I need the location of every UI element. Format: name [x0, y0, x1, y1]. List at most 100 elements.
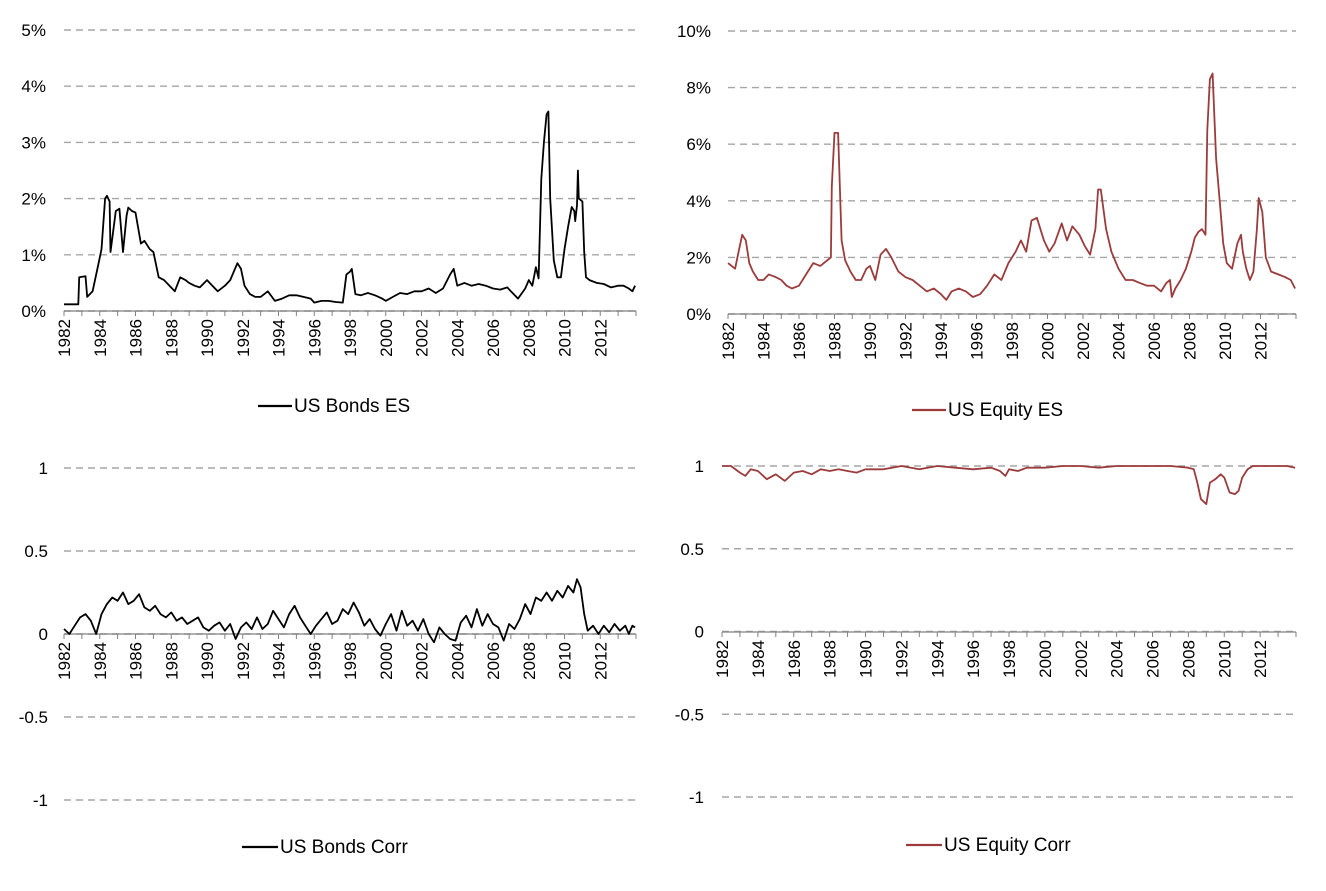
x-tick-label: 1988	[826, 322, 845, 360]
y-tick-label: 2%	[686, 248, 711, 267]
y-tick-label: 5%	[21, 21, 46, 40]
x-tick-label: 2010	[1215, 640, 1234, 678]
x-tick-label: 2002	[413, 642, 432, 680]
x-tick-label: 1998	[341, 319, 360, 357]
x-tick-label: 1998	[1003, 322, 1022, 360]
y-tick-label: 0	[39, 625, 48, 644]
x-tick-label: 2002	[413, 319, 432, 357]
x-tick-label: 1992	[234, 319, 253, 357]
x-tick-label: 1984	[749, 640, 768, 678]
x-tick-label: 2008	[520, 319, 539, 357]
x-tick-label: 2008	[1179, 640, 1198, 678]
y-tick-label: 6%	[686, 135, 711, 154]
bonds-corr-chart: -1 -0.5 0 0.5 1 1982 1984 1986 1988 1990 1992 1994 1…	[19, 459, 637, 858]
equity-corr-series-line	[722, 465, 1296, 505]
x-tick-label: 2012	[591, 642, 610, 680]
x-tick-label: 1994	[932, 322, 951, 360]
x-tick-label: 2004	[1108, 640, 1127, 678]
legend-label: US Bonds ES	[294, 396, 410, 417]
x-tick-label: 1984	[755, 322, 774, 360]
x-tick-label: 2006	[484, 642, 503, 680]
x-tick-label: 1986	[785, 640, 804, 678]
x-tick-label: 2010	[1216, 322, 1235, 360]
x-tick-label: 2002	[1074, 322, 1093, 360]
x-tick-label: 1982	[55, 642, 74, 680]
x-tick-label: 1988	[162, 319, 181, 357]
x-tick-label: 1996	[964, 640, 983, 678]
y-tick-label: 0%	[21, 302, 46, 321]
x-tick-label: 1984	[91, 642, 110, 680]
y-tick-label: 4%	[21, 77, 46, 96]
x-tick-label: 2000	[377, 319, 396, 357]
x-tick-label: 2010	[556, 319, 575, 357]
bonds-es-chart: 0% 1% 2% 3% 4% 5% 1982 1984 1986 1988 1990 1992 1994…	[21, 21, 637, 417]
y-tick-label: -0.5	[19, 708, 48, 727]
x-tick-label: 2000	[1039, 322, 1058, 360]
x-tick-label: 1988	[162, 642, 181, 680]
y-tick-label: -1	[689, 788, 704, 807]
legend-label: US Equity ES	[948, 400, 1063, 421]
y-tick-label: 4%	[686, 192, 711, 211]
y-tick-label: 0.5	[24, 542, 48, 561]
x-tick-label: 2002	[1072, 640, 1091, 678]
y-tick-label: 1	[39, 459, 48, 478]
x-tick-label: 1996	[305, 642, 324, 680]
x-tick-label: 2006	[1144, 640, 1163, 678]
x-tick-label: 1994	[928, 640, 947, 678]
x-tick-label: 1992	[897, 322, 916, 360]
x-tick-label: 2012	[591, 319, 610, 357]
x-tick-label: 1982	[719, 322, 738, 360]
y-tick-label: 1%	[21, 246, 46, 265]
x-tick-label: 1986	[127, 319, 146, 357]
x-tick-label: 2000	[1036, 640, 1055, 678]
x-tick-label: 1988	[821, 640, 840, 678]
equity-es-chart: 0% 2% 4% 6% 8% 10% 1982 1984 1986 1988 1990 1992 199…	[677, 22, 1297, 421]
x-tick-label: 2010	[556, 642, 575, 680]
bonds-corr-legend: US Bonds Corr	[242, 837, 408, 858]
x-tick-label: 1990	[861, 322, 880, 360]
x-tick-label: 1990	[198, 642, 217, 680]
x-tick-label: 1996	[305, 319, 324, 357]
x-tick-label: 1990	[857, 640, 876, 678]
x-tick-label: 2004	[448, 642, 467, 680]
x-tick-label: 1986	[127, 642, 146, 680]
y-tick-label: 8%	[686, 79, 711, 98]
x-tick-label: 2006	[484, 319, 503, 357]
x-tick-label: 1992	[892, 640, 911, 678]
x-tick-label: 1994	[270, 319, 289, 357]
bonds-es-series-line	[64, 110, 636, 306]
x-tick-label: 2004	[448, 319, 467, 357]
x-tick-label: 2004	[1110, 322, 1129, 360]
x-tick-label: 1982	[55, 319, 74, 357]
y-tick-label: 0	[695, 623, 704, 642]
x-tick-label: 2000	[377, 642, 396, 680]
y-tick-label: 10%	[677, 22, 711, 41]
x-tick-label: 1990	[198, 319, 217, 357]
x-tick-label: 1998	[341, 642, 360, 680]
equity-es-legend: US Equity ES	[912, 400, 1063, 421]
x-tick-label: 1996	[968, 322, 987, 360]
x-tick-label: 1982	[713, 640, 732, 678]
equity-corr-chart: -1 -0.5 0 0.5 1 1982 1984 1986 1988 1990 1992 1994 1…	[675, 457, 1297, 856]
x-tick-label: 2008	[520, 642, 539, 680]
y-tick-label: 0%	[686, 305, 711, 324]
y-tick-label: 0.5	[680, 540, 704, 559]
x-tick-label: 1994	[270, 642, 289, 680]
x-tick-label: 2012	[1252, 322, 1271, 360]
y-tick-label: 3%	[21, 133, 46, 152]
y-tick-label: 2%	[21, 190, 46, 209]
x-tick-label: 1998	[1000, 640, 1019, 678]
legend-label: US Bonds Corr	[280, 837, 408, 858]
equity-corr-legend: US Equity Corr	[906, 835, 1071, 856]
legend-label: US Equity Corr	[944, 835, 1071, 856]
bonds-corr-series-line	[63, 578, 636, 644]
x-tick-label: 2012	[1251, 640, 1270, 678]
x-tick-label: 1984	[91, 319, 110, 357]
x-tick-label: 2006	[1145, 322, 1164, 360]
y-tick-label: -0.5	[675, 705, 704, 724]
y-tick-label: -1	[33, 791, 48, 810]
x-tick-label: 2008	[1181, 322, 1200, 360]
x-tick-label: 1986	[790, 322, 809, 360]
bonds-es-legend: US Bonds ES	[258, 396, 410, 417]
